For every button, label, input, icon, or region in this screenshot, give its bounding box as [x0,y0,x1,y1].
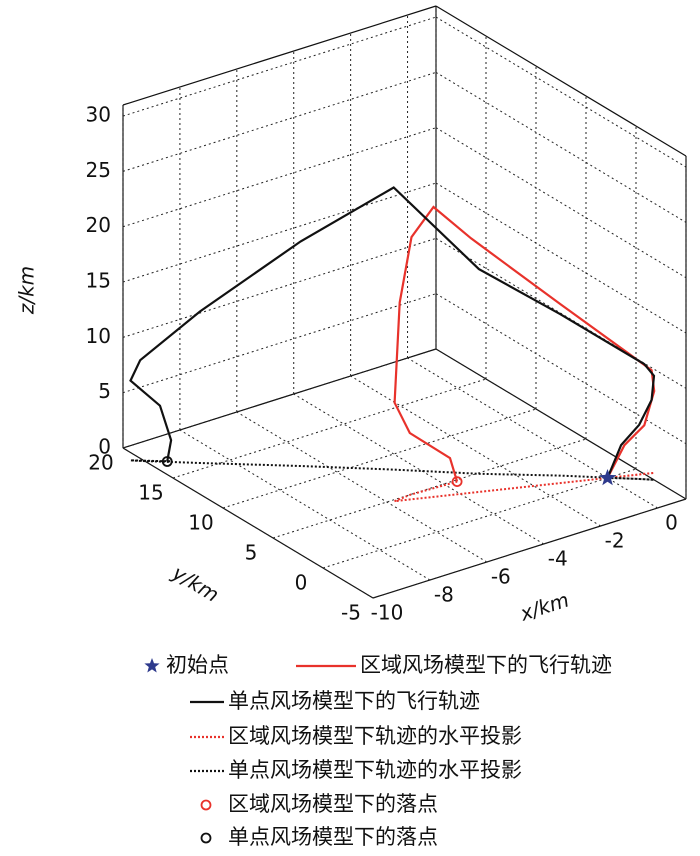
grid-line [435,16,687,168]
projection-line [394,471,655,503]
landing-point [161,456,173,467]
x-tick-label: -8 [434,583,454,607]
legend-marker [200,832,212,844]
grid-line [122,237,437,338]
x-tick-label: -10 [371,601,404,625]
grid-line [322,468,637,569]
z-tick-label: 10 [86,324,111,348]
legend-label: 初始点 [166,653,229,677]
z-tick-label: 30 [86,103,111,127]
box-edge [122,5,437,106]
z-axis-label: z/km [15,266,39,315]
grid-line [236,411,488,563]
projection-line [130,459,655,481]
x-tick-label: 0 [665,511,678,535]
legend-marker [200,799,212,811]
landing-point [451,476,463,488]
z-tick-label: 5 [98,379,111,403]
grid-line [293,393,544,545]
y-axis-label: y/km [167,560,223,607]
box-edge [122,348,437,449]
y-tick-label: 0 [295,571,308,595]
z-tick-label: 20 [86,213,111,237]
grid-line [122,182,437,283]
grid-line [350,375,601,527]
y-tick-label: 20 [88,451,113,475]
x-tick-label: -6 [491,565,511,589]
y-tick-label: 15 [138,481,163,505]
grid-line [435,127,687,279]
legend-label: 区域风场模型下的落点 [228,792,438,816]
z-tick-label: 0 [98,435,111,459]
legend-label: 区域风场模型下的飞行轨迹 [360,653,612,677]
legend-marker [144,658,160,673]
grid-line [179,429,431,581]
legend-label: 单点风场模型下的飞行轨迹 [228,689,480,713]
grid-line [435,348,687,500]
legend-label: 单点风场模型下轨迹的水平投影 [228,758,522,782]
grid-line [122,293,437,394]
x-tick-label: -4 [548,547,568,571]
x-axis-label: x/km [516,587,572,625]
start-point [599,469,617,486]
box-edge [435,5,687,157]
legend-label: 单点风场模型下的落点 [228,825,438,849]
grid-line [122,16,437,117]
z-tick-label: 25 [86,158,111,182]
trajectory-line [393,205,656,482]
legend-label: 区域风场模型下轨迹的水平投影 [228,724,522,748]
z-tick-label: 15 [86,269,111,293]
grid-line [122,71,437,172]
box-edge [372,498,687,599]
grid-line [435,182,687,334]
grid-line [435,237,687,389]
grid-line [122,127,437,228]
x-tick-label: -2 [605,529,625,553]
grid-line [407,357,658,509]
grid-line [435,293,687,445]
y-tick-label: -5 [341,601,361,625]
trajectory-line [129,186,656,479]
grid-line [435,71,687,223]
y-tick-label: 5 [245,541,258,565]
y-tick-label: 10 [188,511,213,535]
grid-line [122,447,374,599]
